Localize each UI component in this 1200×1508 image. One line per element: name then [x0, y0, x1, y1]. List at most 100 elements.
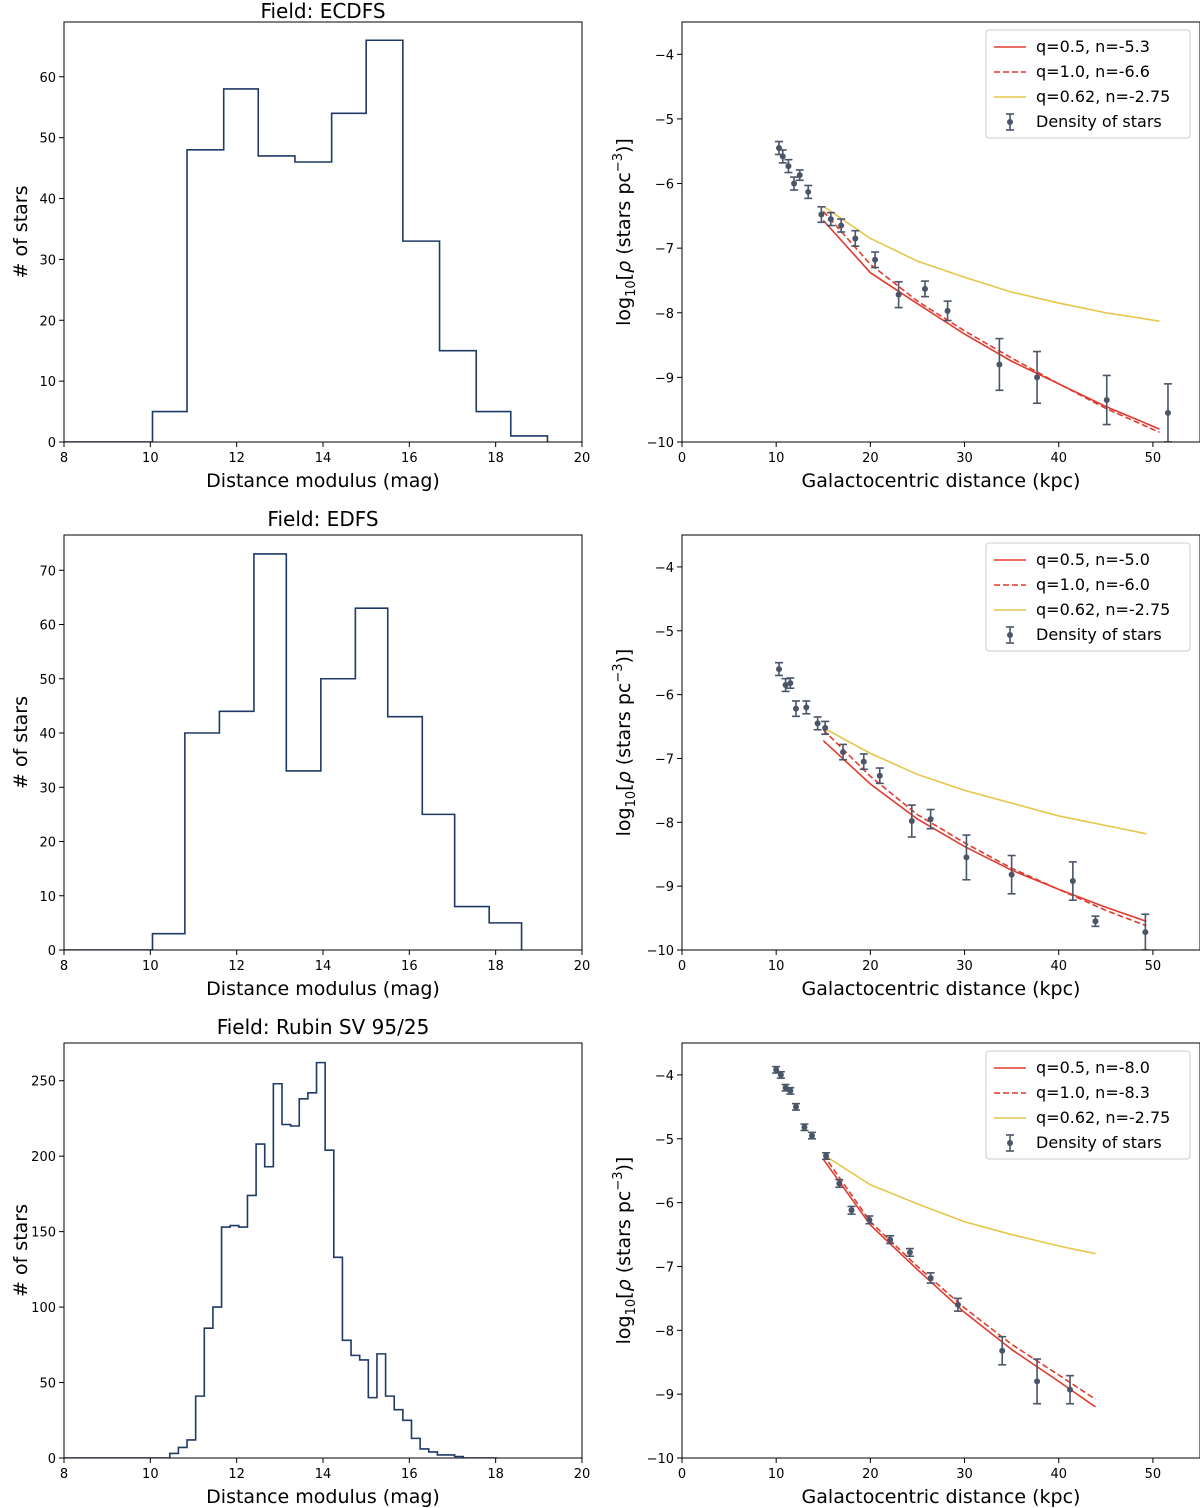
y-tick-label: 30 [39, 781, 56, 796]
y-axis-label: # of stars [10, 696, 32, 789]
x-tick-label: 14 [315, 1467, 332, 1482]
y-tick-label: 0 [48, 944, 56, 959]
y-tick-label: 200 [31, 1150, 56, 1165]
data-point [921, 285, 928, 292]
data-point [838, 222, 845, 229]
data-point [876, 772, 883, 779]
x-axis-label: Distance modulus (mag) [206, 470, 440, 492]
data-point [944, 307, 951, 314]
x-tick-label: 18 [487, 1467, 504, 1482]
y-tick-label: 10 [39, 375, 56, 390]
legend-label: Density of stars [1036, 112, 1162, 131]
x-tick-label: 16 [401, 1467, 418, 1482]
x-axis-label: Distance modulus (mag) [206, 1486, 440, 1508]
x-tick-label: 10 [768, 1467, 785, 1482]
model-curve-3 [822, 205, 1160, 322]
legend-label: q=1.0, n=-8.3 [1036, 1083, 1150, 1102]
data-point [927, 1274, 934, 1281]
histogram-steps [64, 39, 549, 442]
data-point [1092, 918, 1099, 925]
y-tick-label: 50 [39, 673, 56, 688]
data-point [1034, 374, 1041, 381]
data-point [785, 163, 792, 170]
legend-label: Density of stars [1036, 1133, 1162, 1152]
panel-5: Field: Rubin SV 95/258 10 12 14 16 18 20050100… [10, 1015, 590, 1508]
x-axis-label: Galactocentric distance (kpc) [802, 978, 1081, 1000]
x-tick-label: 0 [678, 1467, 686, 1482]
x-tick-label: 16 [401, 959, 418, 974]
y-tick-label: −10 [647, 1452, 674, 1467]
data-point [779, 153, 786, 160]
y-tick-label: −8 [655, 307, 674, 322]
plot-area [775, 661, 1150, 950]
x-tick-label: 20 [862, 451, 879, 466]
panel-1: Field: ECDFS 8 10 12 14 16 18 20 0 10 20 30 40 50 60 Di… [10, 0, 590, 492]
x-tick-label: 30 [956, 1467, 973, 1482]
data-point [796, 172, 803, 179]
x-tick-label: 30 [956, 451, 973, 466]
chart-title: Field: Rubin SV 95/25 [217, 1015, 430, 1039]
data-point [1142, 929, 1149, 936]
y-tick-label: −7 [655, 752, 674, 767]
data-point [787, 680, 794, 687]
x-tick-label: 40 [1050, 959, 1067, 974]
plot-area [772, 1065, 1096, 1408]
data-point [895, 291, 902, 298]
chart-title: Field: ECDFS [260, 0, 385, 23]
model-curve-1 [822, 1158, 1096, 1408]
data-point [823, 1153, 830, 1160]
y-tick-label: 70 [39, 564, 56, 579]
legend-swatch-point [1007, 632, 1013, 638]
y-tick-label: −8 [655, 816, 674, 831]
y-tick-label: −5 [655, 625, 674, 640]
histogram-steps [64, 553, 523, 950]
x-tick-label: 18 [487, 451, 504, 466]
data-point [1034, 1378, 1041, 1385]
y-tick-label: 40 [39, 193, 56, 208]
x-tick-label: 10 [142, 959, 159, 974]
plot-area [64, 1061, 498, 1458]
x-tick-label: 20 [574, 451, 591, 466]
x-tick-label: 8 [60, 451, 68, 466]
y-axis-label: # of stars [10, 1204, 32, 1297]
data-point [822, 724, 829, 731]
y-axis-label: log10[ρ (stars pc−3)] [611, 649, 639, 837]
legend-label: q=0.62, n=-2.75 [1036, 1108, 1170, 1127]
data-point [1164, 409, 1171, 416]
data-point [787, 1087, 794, 1094]
x-tick-label: 20 [862, 1467, 879, 1482]
y-tick-label: 150 [31, 1226, 56, 1241]
x-tick-label: 12 [228, 959, 245, 974]
axes-frame [63, 1042, 583, 1459]
y-tick-label: −4 [655, 48, 674, 63]
y-axis-label: # of stars [10, 185, 32, 278]
panel-4: 0 10 20 30 40 50 −10 −9 −8 −7 −6 −5 −4 Galactocentric… [611, 534, 1200, 1000]
y-tick-label: −8 [655, 1324, 674, 1339]
x-tick-label: 10 [768, 959, 785, 974]
data-point [782, 682, 789, 689]
legend-label: q=0.5, n=-5.0 [1036, 550, 1150, 569]
data-point [887, 1236, 894, 1243]
legend-label: q=0.62, n=-2.75 [1036, 600, 1170, 619]
x-tick-label: 10 [142, 451, 159, 466]
x-tick-label: 8 [60, 959, 68, 974]
model-curve-2 [822, 210, 1160, 434]
axes-frame [63, 21, 583, 443]
panel-6: 0 10 20 30 40 50 −10 −9 −8 −7 −6 −5 −4 Galactocentric… [611, 1042, 1200, 1508]
x-tick-label: 50 [1145, 959, 1162, 974]
legend-box [985, 29, 1191, 139]
data-point [791, 180, 798, 187]
data-point [805, 188, 812, 195]
x-tick-label: 12 [228, 451, 245, 466]
legend-label: q=1.0, n=-6.0 [1036, 575, 1150, 594]
x-tick-label: 20 [862, 959, 879, 974]
x-tick-label: 12 [228, 1467, 245, 1482]
data-point [852, 235, 859, 242]
legend-label: q=0.5, n=-8.0 [1036, 1058, 1150, 1077]
legend-swatch-point [1007, 1140, 1013, 1146]
legend: q=0.5, n=-5.3 q=1.0, n=-6.6 q=0.62, n=-2.7… [985, 29, 1191, 139]
legend: q=0.5, n=-8.0 q=1.0, n=-8.3 q=0.62, n=-2.7… [985, 1050, 1191, 1160]
plot-area [64, 553, 523, 950]
model-curve-3 [822, 727, 1147, 835]
